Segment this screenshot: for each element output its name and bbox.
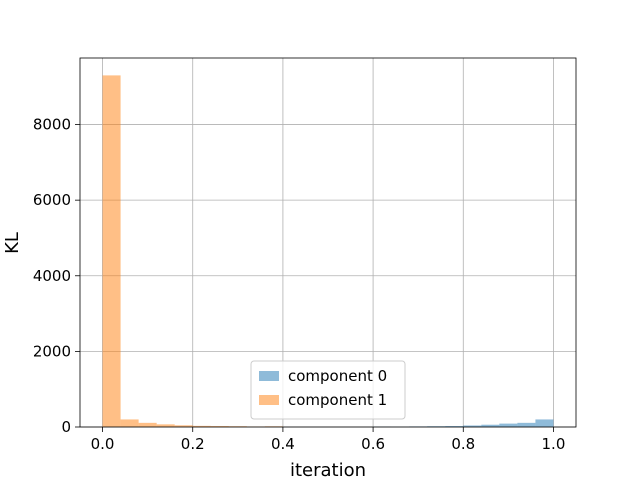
legend-swatch bbox=[259, 371, 279, 381]
bar-component-1-bin-1 bbox=[120, 419, 139, 427]
bar-component-0-bin-20 bbox=[463, 425, 482, 427]
bar-component-0-bin-24 bbox=[535, 419, 554, 427]
bar-component-1-bin-2 bbox=[138, 422, 157, 427]
x-tick-label: 0.4 bbox=[271, 435, 295, 453]
bar-component-0-bin-22 bbox=[499, 423, 518, 427]
bar-component-1-bin-5 bbox=[192, 425, 211, 427]
legend-box bbox=[250, 360, 406, 420]
bar-component-1-bin-4 bbox=[174, 425, 193, 427]
legend-swatch bbox=[259, 395, 279, 405]
bar-component-1-bin-6 bbox=[210, 426, 229, 427]
x-tick-label: 0.0 bbox=[91, 435, 115, 453]
x-axis-label: iteration bbox=[290, 460, 366, 480]
y-tick-label: 8000 bbox=[33, 116, 71, 134]
bar-component-1-bin-3 bbox=[156, 424, 175, 427]
bar-component-0-bin-21 bbox=[481, 424, 500, 427]
histogram-bars bbox=[102, 75, 554, 428]
axes bbox=[75, 57, 577, 432]
y-tick-label: 0 bbox=[61, 418, 71, 436]
x-tick-label: 1.0 bbox=[542, 435, 566, 453]
legend-label: component 0 bbox=[288, 367, 387, 385]
plot-frame bbox=[79, 57, 577, 428]
y-tick-label: 6000 bbox=[33, 191, 71, 209]
x-tick-label: 0.8 bbox=[451, 435, 475, 453]
bar-component-1-bin-0 bbox=[102, 75, 121, 428]
x-tick-label: 0.6 bbox=[361, 435, 385, 453]
bar-component-0-bin-23 bbox=[517, 422, 536, 427]
y-axis-label: KL bbox=[2, 232, 23, 254]
bar-component-0-bin-19 bbox=[445, 426, 464, 427]
legend: component 0 component 1 bbox=[250, 360, 406, 420]
tick-labels: 0.0 0.2 0.4 0.6 0.8 1.0 0 2000 4000 6000 8000 bbox=[33, 116, 566, 453]
y-tick-label: 4000 bbox=[33, 267, 71, 285]
legend-label: component 1 bbox=[288, 391, 387, 409]
x-tick-label: 0.2 bbox=[181, 435, 205, 453]
y-tick-label: 2000 bbox=[33, 342, 71, 360]
